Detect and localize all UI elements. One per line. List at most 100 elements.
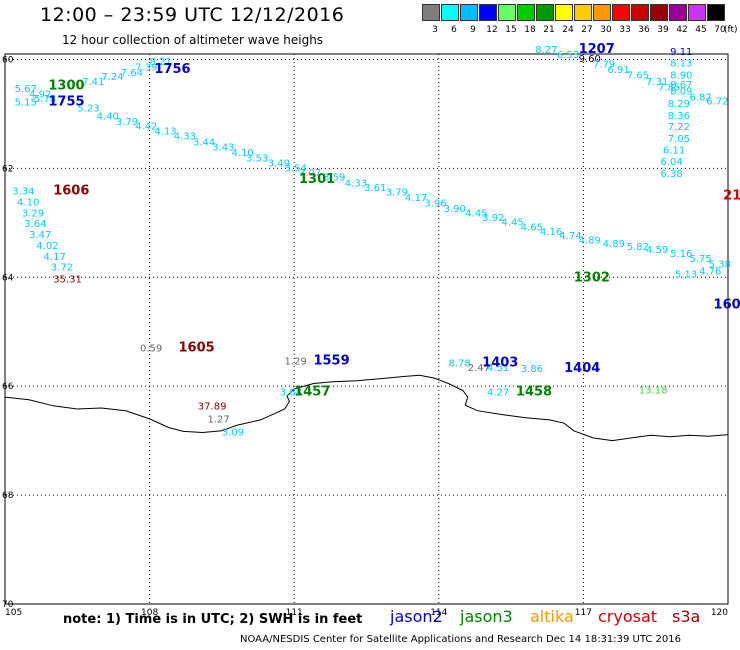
legend-label: 21 — [543, 25, 555, 35]
map-frame — [4, 53, 729, 605]
wave-height-label: 37.89 — [198, 402, 227, 413]
pass-time-label: 1207 — [579, 42, 615, 57]
lon-tick-label: 114 — [430, 608, 447, 618]
wave-height-values: 8.217.397.647.247.41 5.674.925.785.15 5.23… — [12, 45, 731, 439]
legend-swatch — [688, 4, 706, 21]
legend-label: 30 — [600, 25, 612, 35]
wave-height-label: 7.31 — [646, 77, 668, 88]
wave-height-label: 3.49 — [268, 159, 290, 170]
wave-height-label: 1.29 — [285, 356, 307, 367]
satellite-label-cryosat: cryosat — [598, 607, 658, 626]
wave-height-label: 3.86 — [521, 364, 543, 375]
wave-height-label: 4.33 — [174, 131, 196, 142]
legend-swatch — [593, 4, 611, 21]
lon-tick-label: 120 — [711, 608, 728, 618]
page-subtitle: 12 hour collection of altimeter wave hei… — [62, 33, 324, 47]
wave-height-label: 4.89 — [603, 239, 625, 250]
wave-height-label: 5.75 — [689, 254, 711, 265]
wave-height-label: 4.74 — [559, 231, 581, 242]
wave-height-label: 3.07 — [299, 168, 321, 179]
lat-tick-label: 70 — [2, 600, 14, 610]
lon-tick-label: 117 — [575, 608, 592, 618]
wave-height-label: 5.13 — [675, 269, 697, 280]
lon-tick-label: 111 — [286, 608, 303, 618]
legend-swatch — [517, 4, 535, 21]
wave-height-label: 3.68 — [280, 387, 302, 398]
wave-height-label: 8.36 — [668, 111, 690, 122]
wave-height-label: 7.41 — [82, 77, 104, 88]
wave-height-label: 4.89 — [579, 236, 601, 247]
wave-height-label: 4.02 — [36, 241, 58, 252]
pass-time-label: 1458 — [516, 384, 552, 399]
wave-height-label: 4.40 — [97, 111, 119, 122]
wave-height-label: 4.13 — [154, 127, 176, 138]
legend-swatch — [612, 4, 630, 21]
legend-label: 3 — [432, 25, 438, 35]
satellite-label-jason3: jason3 — [460, 607, 513, 626]
pass-time-label: 160 — [714, 297, 740, 312]
wave-height-label: 7.85 — [658, 82, 680, 93]
legend-label: 24 — [562, 25, 574, 35]
legend-label: 9 — [470, 25, 476, 35]
wave-height-label: 6.72 — [706, 97, 728, 108]
legend-swatch — [631, 4, 649, 21]
wave-height-label: 7.39 — [135, 62, 157, 73]
wave-height-label: 5.38 — [709, 259, 731, 270]
wave-height-label: 5.82 — [627, 242, 649, 253]
legend-label: 42 — [676, 25, 688, 35]
wave-height-label: 5.16 — [670, 249, 692, 260]
lat-tick-label: 64 — [2, 273, 14, 283]
wave-height-label: 35.31 — [53, 275, 82, 286]
legend-swatch — [498, 4, 516, 21]
legend-swatch — [669, 4, 687, 21]
wave-height-label: 8.13 — [670, 59, 692, 70]
legend-label: 45 — [695, 25, 707, 35]
pass-time-label: 1606 — [53, 183, 89, 198]
pass-time-label: 1457 — [294, 384, 330, 399]
legend-swatch — [422, 4, 440, 21]
lon-tick-label: 105 — [5, 608, 22, 618]
wave-height-label: 4.76 — [699, 267, 721, 278]
wave-height-label: 7.79 — [593, 60, 615, 71]
pass-time-label: 1301 — [299, 172, 335, 187]
wave-height-label: 7.22 — [668, 122, 690, 133]
wave-height-label: 3.09 — [222, 428, 244, 439]
wave-height-label: 3.59 — [323, 172, 345, 183]
pass-time-labels: 1756 1300 1755 1606 1301 1207 21 1302 160 1605 155… — [48, 42, 740, 400]
satellite-label-jason2: jason2 — [390, 607, 443, 626]
wave-height-label: 3.90 — [444, 204, 466, 215]
wave-height-label: 4.17 — [405, 193, 427, 204]
wave-height-label: 4.45 — [501, 218, 523, 229]
wave-height-label: 5.15 — [15, 98, 37, 109]
legend-swatch — [574, 4, 592, 21]
wave-height-label: 4.42 — [135, 122, 157, 133]
wave-height-label: 4.65 — [521, 222, 543, 233]
graticule — [4, 54, 729, 605]
wave-height-label: 9.60 — [579, 54, 601, 65]
legend-label: 15 — [505, 25, 517, 35]
legend-swatch — [555, 4, 573, 21]
pass-time-label: 1756 — [154, 62, 190, 77]
pass-time-label: 1559 — [313, 353, 349, 368]
wave-height-label: 4.27 — [487, 387, 509, 398]
pass-time-label: 1403 — [482, 356, 518, 371]
satellite-label-s3a: s3a — [672, 607, 701, 626]
wave-height-label: 7.24 — [101, 72, 123, 83]
wave-height-label: 8.29 — [668, 99, 690, 110]
legend-swatch — [460, 4, 478, 21]
wave-height-label: 1.27 — [207, 415, 229, 426]
wave-height-label: 6.82 — [689, 92, 711, 103]
wave-height-label: 4.45 — [465, 208, 487, 219]
wave-height-label: 8.27 — [535, 45, 557, 56]
wave-height-label: 8.67 — [670, 80, 692, 91]
wave-height-label: 8.78 — [448, 359, 470, 370]
wave-height-label: 4.33 — [345, 178, 367, 189]
wave-height-label: 3.54 — [285, 164, 307, 175]
latitude-axis: 60 62 64 66 68 70 — [2, 55, 14, 610]
wave-height-label: 0.59 — [140, 343, 162, 354]
footer-note: note: 1) Time is in UTC; 2) SWH is in fe… — [63, 612, 363, 627]
legend-swatch — [479, 4, 497, 21]
wave-height-label: 3.61 — [364, 183, 386, 194]
wave-height-label: 8.21 — [150, 57, 172, 68]
pass-time-label: 1605 — [179, 340, 215, 355]
